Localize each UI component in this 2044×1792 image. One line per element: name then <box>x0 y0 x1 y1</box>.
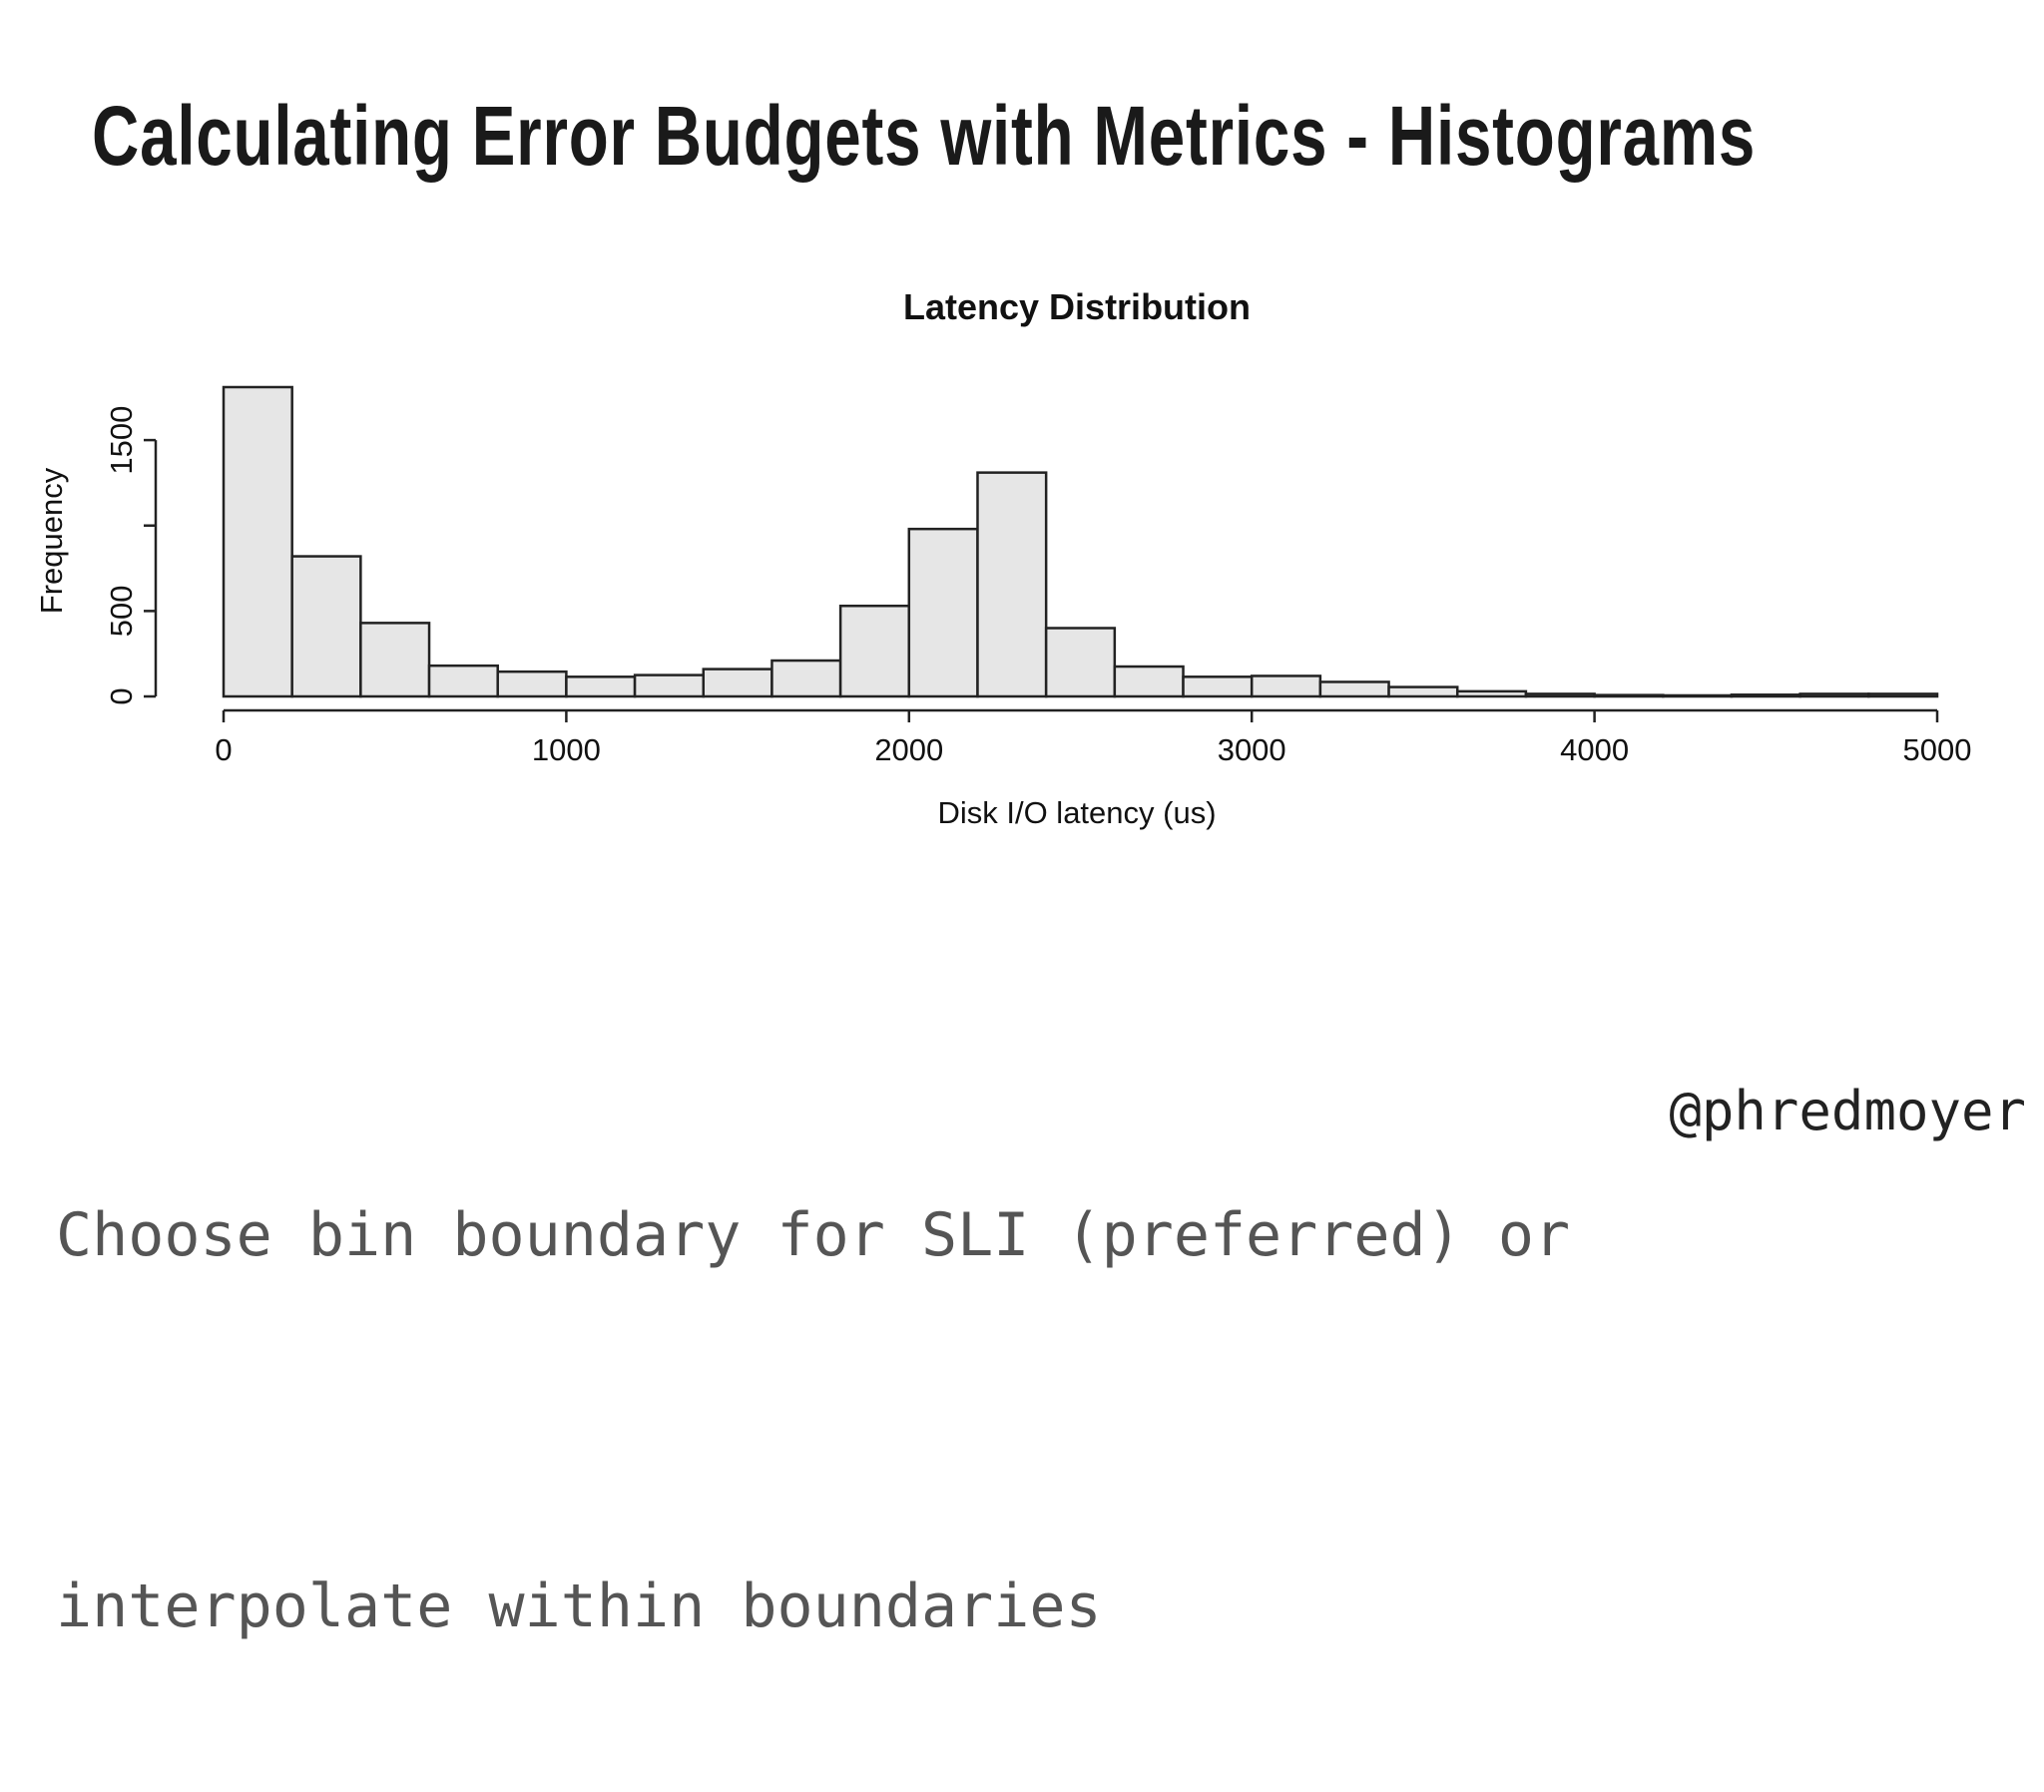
histogram-bar <box>1593 693 1665 698</box>
histogram-bar <box>633 673 706 698</box>
histogram-bar <box>1455 689 1528 698</box>
x-tick-label: 0 <box>215 732 232 767</box>
author-handle: @phredmoyer <box>1669 1080 2026 1142</box>
y-tick-label: 0 <box>104 687 139 704</box>
histogram-chart: Latency Distribution 0 1000 2000 3000 4000 50… <box>0 269 2044 858</box>
x-tick-label: 1000 <box>532 732 601 767</box>
x-axis: 0 1000 2000 3000 4000 5000 <box>215 708 1972 767</box>
histogram-bar <box>907 527 979 698</box>
x-tick-label: 4000 <box>1560 732 1629 767</box>
histogram-bar <box>838 604 911 698</box>
histogram-bar <box>976 471 1048 698</box>
y-tick-label: 1500 <box>104 406 139 475</box>
histogram-bar <box>1798 692 1870 698</box>
y-tick-label: 500 <box>104 585 139 637</box>
histogram-bar <box>1113 665 1185 698</box>
caption-line-2: interpolate within boundaries <box>56 1571 1102 1641</box>
histogram-svg: Latency Distribution 0 1000 2000 3000 4000 50… <box>34 286 1972 830</box>
histogram-bar <box>359 622 431 698</box>
histogram-bar <box>496 670 568 698</box>
histogram-bar <box>1044 627 1117 698</box>
histogram-bar <box>427 664 499 698</box>
histogram-bar <box>770 659 842 698</box>
histogram-bar <box>1867 692 1939 698</box>
x-tick-label: 5000 <box>1903 732 1972 767</box>
histogram-bar <box>222 385 293 698</box>
histogram-bar <box>565 675 637 698</box>
slide-caption: Choose bin boundary for SLI (preferred) … <box>56 926 1570 1792</box>
slide-title: Calculating Error Budgets with Metrics -… <box>92 89 1757 183</box>
x-axis-label: Disk I/O latency (us) <box>937 795 1216 830</box>
chart-title: Latency Distribution <box>903 286 1251 327</box>
histogram-bar <box>1524 692 1596 698</box>
histogram-bar <box>702 668 773 698</box>
histogram-bar <box>1318 680 1390 698</box>
histogram-bar <box>1182 675 1254 698</box>
histogram-bars <box>222 385 1939 698</box>
x-tick-label: 2000 <box>874 732 943 767</box>
histogram-bar <box>290 555 362 698</box>
y-axis: 0 500 1500 <box>104 406 158 705</box>
histogram-bar <box>1730 693 1801 698</box>
y-axis-label: Frequency <box>34 467 69 614</box>
caption-line-1: Choose bin boundary for SLI (preferred) … <box>56 1200 1571 1270</box>
histogram-bar <box>1662 693 1734 698</box>
histogram-bar <box>1387 685 1459 698</box>
x-tick-label: 3000 <box>1218 732 1286 767</box>
histogram-bar <box>1250 674 1322 698</box>
